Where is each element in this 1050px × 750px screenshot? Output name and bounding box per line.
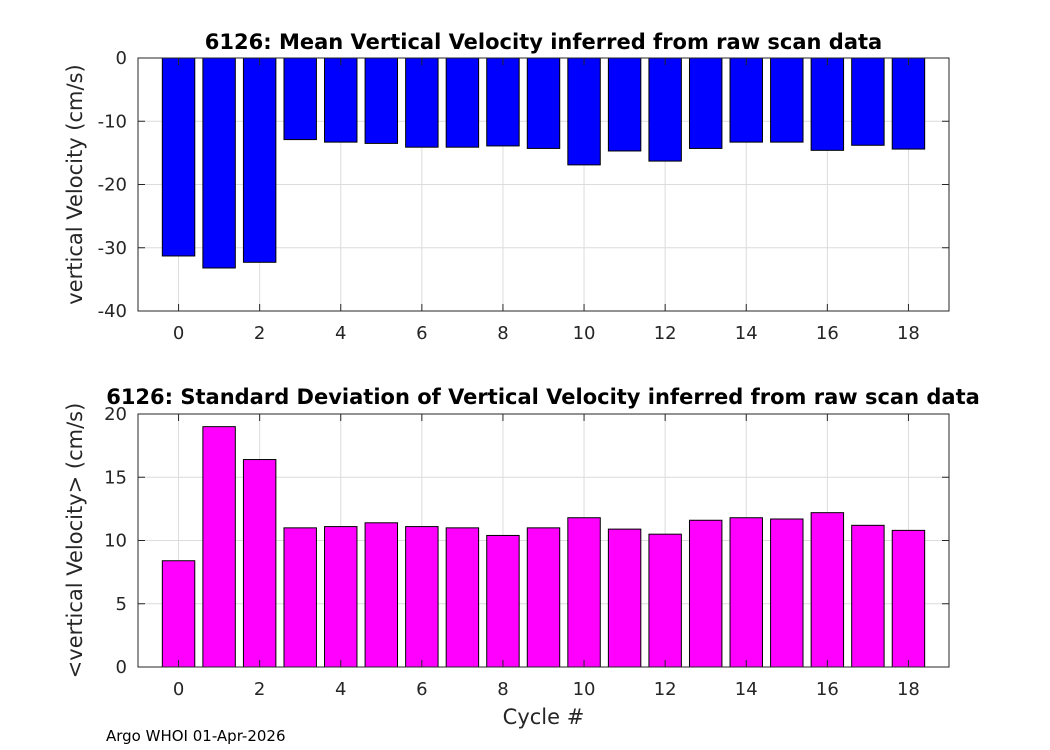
- x-tick-label: 12: [654, 323, 677, 344]
- x-tick-label: 16: [816, 679, 839, 700]
- x-tick-label: 12: [654, 679, 677, 700]
- y-tick-label: -40: [98, 301, 127, 322]
- bar-cycle-6: [405, 526, 439, 668]
- x-tick-label: 0: [173, 679, 184, 700]
- y-axis-label: <vertical Velocity> (cm/s): [63, 403, 87, 679]
- bar-cycle-16: [810, 57, 845, 151]
- x-tick-label: 8: [497, 679, 508, 700]
- y-tick-label: -10: [98, 111, 127, 132]
- bar-cycle-4: [324, 57, 358, 143]
- bar-cycle-17: [851, 524, 885, 668]
- y-tick-label: 0: [116, 657, 127, 678]
- x-tick-label: 0: [173, 323, 184, 344]
- bar-cycle-16: [810, 512, 845, 668]
- bar-cycle-9: [526, 527, 561, 668]
- bar-cycle-11: [607, 528, 642, 668]
- bar-cycle-15: [770, 518, 804, 668]
- bar-cycle-13: [688, 57, 723, 149]
- bar-cycle-11: [607, 57, 642, 152]
- x-tick-label: 14: [735, 679, 758, 700]
- bar-cycle-0: [161, 57, 196, 257]
- bar-cycle-9: [526, 57, 561, 149]
- y-tick-label: 5: [116, 594, 127, 615]
- x-tick-label: 6: [416, 323, 427, 344]
- bar-cycle-3: [283, 57, 317, 141]
- bar-cycle-0: [161, 560, 196, 668]
- y-tick-label: 20: [104, 404, 127, 425]
- bar-cycle-18: [891, 57, 926, 150]
- x-tick-label: 4: [335, 679, 346, 700]
- bar-cycle-10: [567, 57, 601, 166]
- y-tick-label: 15: [104, 467, 127, 488]
- bar-cycle-18: [891, 529, 926, 668]
- chart-title: 6126: Standard Deviation of Vertical Vel…: [106, 385, 980, 409]
- std-velocity-chart: 0 2 4 6 8 10 12 14 16 18 0 5 10 15 20 6126: Standard …: [63, 385, 980, 729]
- x-tick-label: 18: [897, 323, 920, 344]
- bar-cycle-5: [364, 57, 399, 144]
- bar-cycle-13: [688, 519, 723, 668]
- bar-cycle-8: [486, 534, 520, 668]
- bar-cycle-10: [567, 517, 601, 668]
- bar-cycle-17: [851, 57, 885, 146]
- y-tick-label: 0: [116, 48, 127, 69]
- bar-cycle-3: [283, 527, 317, 668]
- y-axis-label: vertical Velocity (cm/s): [63, 64, 87, 304]
- y-tick-label: 10: [104, 531, 127, 552]
- y-tick-label: -30: [98, 238, 127, 259]
- x-tick-label: 10: [573, 323, 596, 344]
- bar-cycle-14: [729, 517, 763, 668]
- bar-cycle-5: [364, 522, 399, 668]
- bar-cycle-2: [242, 57, 277, 263]
- x-tick-label: 2: [254, 323, 265, 344]
- chart-title: 6126: Mean Vertical Velocity inferred fr…: [205, 30, 882, 54]
- x-tick-label: 8: [497, 323, 508, 344]
- x-tick-label: 14: [735, 323, 758, 344]
- mean-velocity-chart: 0 2 4 6 8 10 12 14 16 18 -40 -30 -20 -10 0 6126: Mean…: [63, 30, 950, 344]
- bar-cycle-7: [445, 57, 480, 148]
- x-tick-label: 18: [897, 679, 920, 700]
- x-tick-label: 16: [816, 323, 839, 344]
- x-tick-label: 6: [416, 679, 427, 700]
- bar-cycle-15: [770, 57, 804, 143]
- bar-cycle-4: [324, 526, 358, 668]
- bar-cycle-8: [486, 57, 520, 147]
- x-axis-label: Cycle #: [503, 705, 585, 729]
- bar-cycle-12: [648, 533, 682, 668]
- bar-cycle-2: [242, 459, 277, 668]
- bar-cycle-6: [405, 57, 439, 148]
- bar-cycle-1: [202, 426, 236, 668]
- bar-cycle-12: [648, 57, 682, 162]
- x-tick-label: 10: [573, 679, 596, 700]
- x-tick-label: 4: [335, 323, 346, 344]
- bar-cycle-14: [729, 57, 763, 143]
- x-tick-label: 2: [254, 679, 265, 700]
- y-tick-label: -20: [98, 175, 127, 196]
- footer-credit: Argo WHOI 01-Apr-2026: [106, 727, 286, 745]
- bar-cycle-1: [202, 57, 236, 269]
- bar-cycle-7: [445, 527, 480, 668]
